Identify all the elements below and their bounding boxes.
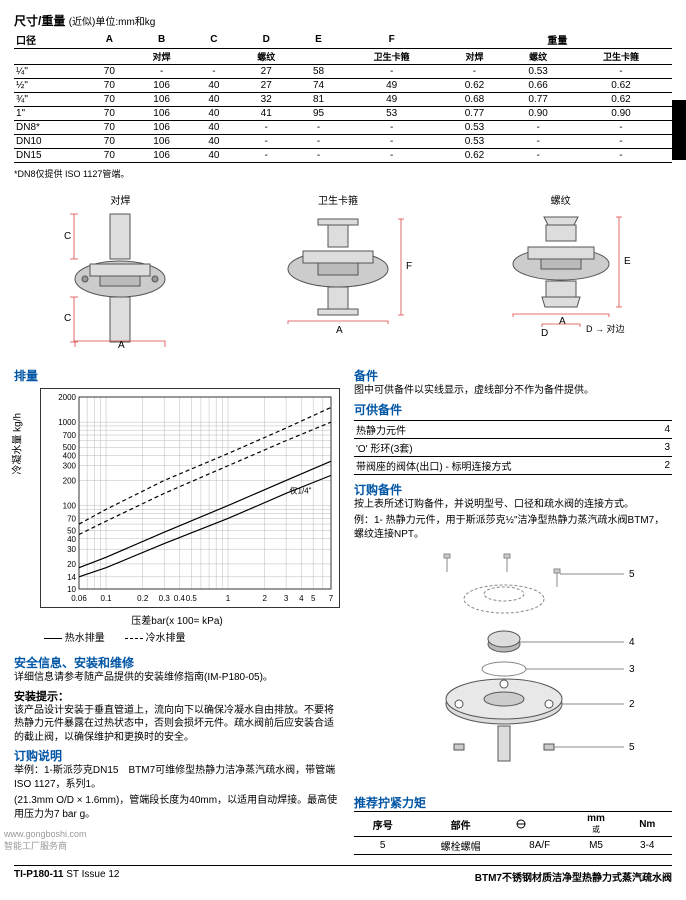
svg-text:C: C xyxy=(64,231,71,242)
svg-text:0.4: 0.4 xyxy=(174,594,186,603)
spare-title: 备件 xyxy=(354,367,672,384)
spare-avail-table: 热静力元件4'O' 形环(3套)3带阀座的阀体(出口) - 标明连接方式2 xyxy=(354,420,672,475)
tq-part: 螺栓螺帽 xyxy=(411,837,509,855)
th-nm: Nm xyxy=(623,812,673,837)
order-spare-title: 订购备件 xyxy=(354,481,672,498)
svg-text:0.2: 0.2 xyxy=(137,594,149,603)
svg-text:7: 7 xyxy=(329,594,334,603)
svg-text:A: A xyxy=(336,325,343,336)
svg-text:3: 3 xyxy=(284,594,289,603)
svg-text:仅1/4": 仅1/4" xyxy=(290,485,312,495)
svg-text:20: 20 xyxy=(67,560,76,569)
doc-ref: TI-P180-11 xyxy=(14,869,63,880)
exploded-diagram: 5 4 3 2 5 xyxy=(354,544,654,794)
watermark-tag: 智能工厂服务商 xyxy=(4,839,87,852)
tq-af: 8A/F xyxy=(510,837,570,855)
svg-text:4: 4 xyxy=(629,637,635,648)
svg-text:E: E xyxy=(624,256,631,267)
svg-text:A: A xyxy=(118,340,125,349)
svg-text:10: 10 xyxy=(67,585,76,594)
svg-text:300: 300 xyxy=(63,462,77,471)
svg-text:50: 50 xyxy=(67,527,76,536)
diag-label-weld: 对焊 xyxy=(50,192,190,207)
svg-text:F: F xyxy=(406,261,412,272)
chart-xlabel: 压差bar(x 100= kPa) xyxy=(14,612,340,627)
svg-text:5: 5 xyxy=(311,594,316,603)
order-title: 订购说明 xyxy=(14,747,340,764)
install-title: 安装提示： xyxy=(14,688,340,704)
th-icon xyxy=(510,812,570,837)
diagram-clamp: F A xyxy=(263,209,413,349)
svg-text:400: 400 xyxy=(63,451,77,460)
svg-text:0.06: 0.06 xyxy=(71,594,87,603)
safety-text: 详细信息请参考随产品提供的安装维修指南(IM-P180-05)。 xyxy=(14,671,340,685)
order-text1: 举例：1-斯派莎克DN15 BTM7可维修型热静力洁净蒸汽疏水阀，带管端ISO … xyxy=(14,764,340,791)
discharge-title: 排量 xyxy=(14,367,340,384)
svg-text:500: 500 xyxy=(63,443,77,452)
dim-title: 尺寸/重量 xyxy=(14,14,65,28)
spare-intro: 图中可供备件以实线显示，虚线部分不作为备件提供。 xyxy=(354,384,672,398)
svg-text:700: 700 xyxy=(63,431,77,440)
dimension-table: 口径ABCDEF重量 对焊螺纹卫生卡箍对焊螺纹卫生卡箍 ¼"70--2758--… xyxy=(14,31,672,163)
doc-issue: ST Issue 12 xyxy=(66,869,119,880)
svg-text:0.5: 0.5 xyxy=(186,594,198,603)
diagram-thread: E A D → 对边 D xyxy=(486,209,636,359)
svg-text:C: C xyxy=(64,313,71,324)
dim-footnote: *DN8仅提供 ISO 1127管端。 xyxy=(14,167,672,180)
svg-text:0.1: 0.1 xyxy=(100,594,112,603)
diagram-row: 对焊 C C A 卫生卡箍 xyxy=(14,192,672,359)
diag-label-thread: 螺纹 xyxy=(486,192,636,207)
tq-seq: 5 xyxy=(354,837,411,855)
install-text: 该产品设计安装于垂直管道上，流向向下以确保冷凝水自由排放。不要将热静力元件暴露在… xyxy=(14,704,340,745)
svg-text:200: 200 xyxy=(63,476,77,485)
order-text2: (21.3mm O/D × 1.6mm)，管端段长度为40mm，以适用自动焊接。… xyxy=(14,794,340,821)
tq-mm: M5 xyxy=(570,837,623,855)
svg-text:14: 14 xyxy=(67,573,76,582)
order-spare-t1: 按上表所述订购备件，并说明型号、口径和疏水阀的连接方式。 xyxy=(354,498,672,512)
svg-text:D: D xyxy=(541,328,548,339)
svg-text:70: 70 xyxy=(67,514,76,523)
svg-text:1000: 1000 xyxy=(58,418,76,427)
chart-ylabel: 冷凝水量 kg/h xyxy=(9,413,24,475)
legend-cold: 冷水排量 xyxy=(125,629,186,644)
tq-nm: 3-4 xyxy=(623,837,673,855)
svg-text:4: 4 xyxy=(299,594,304,603)
watermark-url: www.gongboshi.com xyxy=(4,829,87,839)
order-spare-t2: 例：1- 热静力元件，用于斯派莎克½"洁净型热静力蒸汽疏水阀BTM7，螺纹连接N… xyxy=(354,514,672,541)
svg-text:30: 30 xyxy=(67,545,76,554)
spare-avail-title: 可供备件 xyxy=(354,401,672,418)
product-name: BTM7不锈钢材质洁净型热静力式蒸汽疏水阀 xyxy=(475,869,672,884)
torque-table: 序号 部件 mm或 Nm 5 螺栓螺帽 8A/F M5 3-4 xyxy=(354,811,672,855)
diagram-weld: C C A xyxy=(50,209,190,349)
th-mm: mm或 xyxy=(570,812,623,837)
th-seq: 序号 xyxy=(354,812,411,837)
svg-text:1: 1 xyxy=(226,594,231,603)
safety-title: 安全信息、安装和维修 xyxy=(14,654,340,671)
dim-unit: (近似)单位:mm和kg xyxy=(69,17,156,28)
svg-text:2: 2 xyxy=(629,699,635,710)
svg-text:2: 2 xyxy=(262,594,267,603)
capacity-chart: 0.06 0.1 0.2 0.30.40.5 1 2 3 45 7 10 14 20 304050 70 1… xyxy=(40,388,340,608)
svg-text:A: A xyxy=(559,316,566,327)
svg-text:2000: 2000 xyxy=(58,393,76,402)
torque-title: 推荐拧紧力矩 xyxy=(354,794,672,811)
svg-text:100: 100 xyxy=(63,502,77,511)
svg-text:0.3: 0.3 xyxy=(159,594,171,603)
th-part: 部件 xyxy=(411,812,509,837)
svg-text:D → 对边: D → 对边 xyxy=(586,323,625,334)
svg-text:3: 3 xyxy=(629,664,635,675)
svg-text:5: 5 xyxy=(629,742,635,753)
svg-text:40: 40 xyxy=(67,535,76,544)
svg-text:5: 5 xyxy=(629,569,635,580)
legend-hot: 热水排量 xyxy=(44,629,105,644)
diag-label-clamp: 卫生卡箍 xyxy=(263,192,413,207)
